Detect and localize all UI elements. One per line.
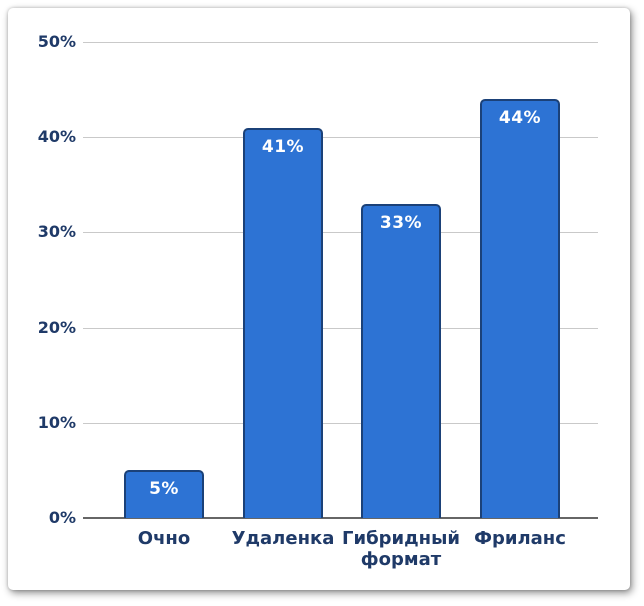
y-tick-label: 30%	[37, 222, 76, 242]
bar-value-label: 33%	[379, 212, 423, 233]
x-category-label: Гибридный формат	[341, 528, 460, 571]
bar: 44%	[480, 99, 560, 518]
bar: 33%	[361, 203, 441, 518]
bar-value-label: 44%	[498, 108, 542, 129]
bar: 5%	[124, 470, 204, 518]
y-tick-label: 50%	[37, 32, 76, 51]
chart-card: 0% 10% 20% 30% 40% 50% 5% 41% 33% 44% Очно Удален…	[8, 8, 630, 590]
gridline	[83, 327, 598, 329]
gridline	[83, 422, 598, 424]
y-tick-label: 20%	[37, 317, 76, 337]
gridline	[83, 42, 598, 43]
y-tick-label: 10%	[37, 412, 76, 432]
x-category-label: Удаленка	[231, 528, 335, 549]
x-axis-baseline	[83, 517, 598, 519]
bar: 41%	[243, 127, 323, 518]
y-tick-label: 40%	[37, 127, 76, 147]
x-category-label: Фриланс	[474, 528, 566, 549]
bar-value-label: 41%	[261, 136, 305, 157]
gridline	[83, 232, 598, 234]
gridline	[83, 137, 598, 139]
x-category-label: Очно	[137, 528, 191, 549]
plot-area: 0% 10% 20% 30% 40% 50% 5% 41% 33% 44% Очно Удален…	[8, 8, 630, 590]
bar-value-label: 5%	[149, 479, 179, 500]
y-tick-label: 0%	[48, 508, 76, 527]
